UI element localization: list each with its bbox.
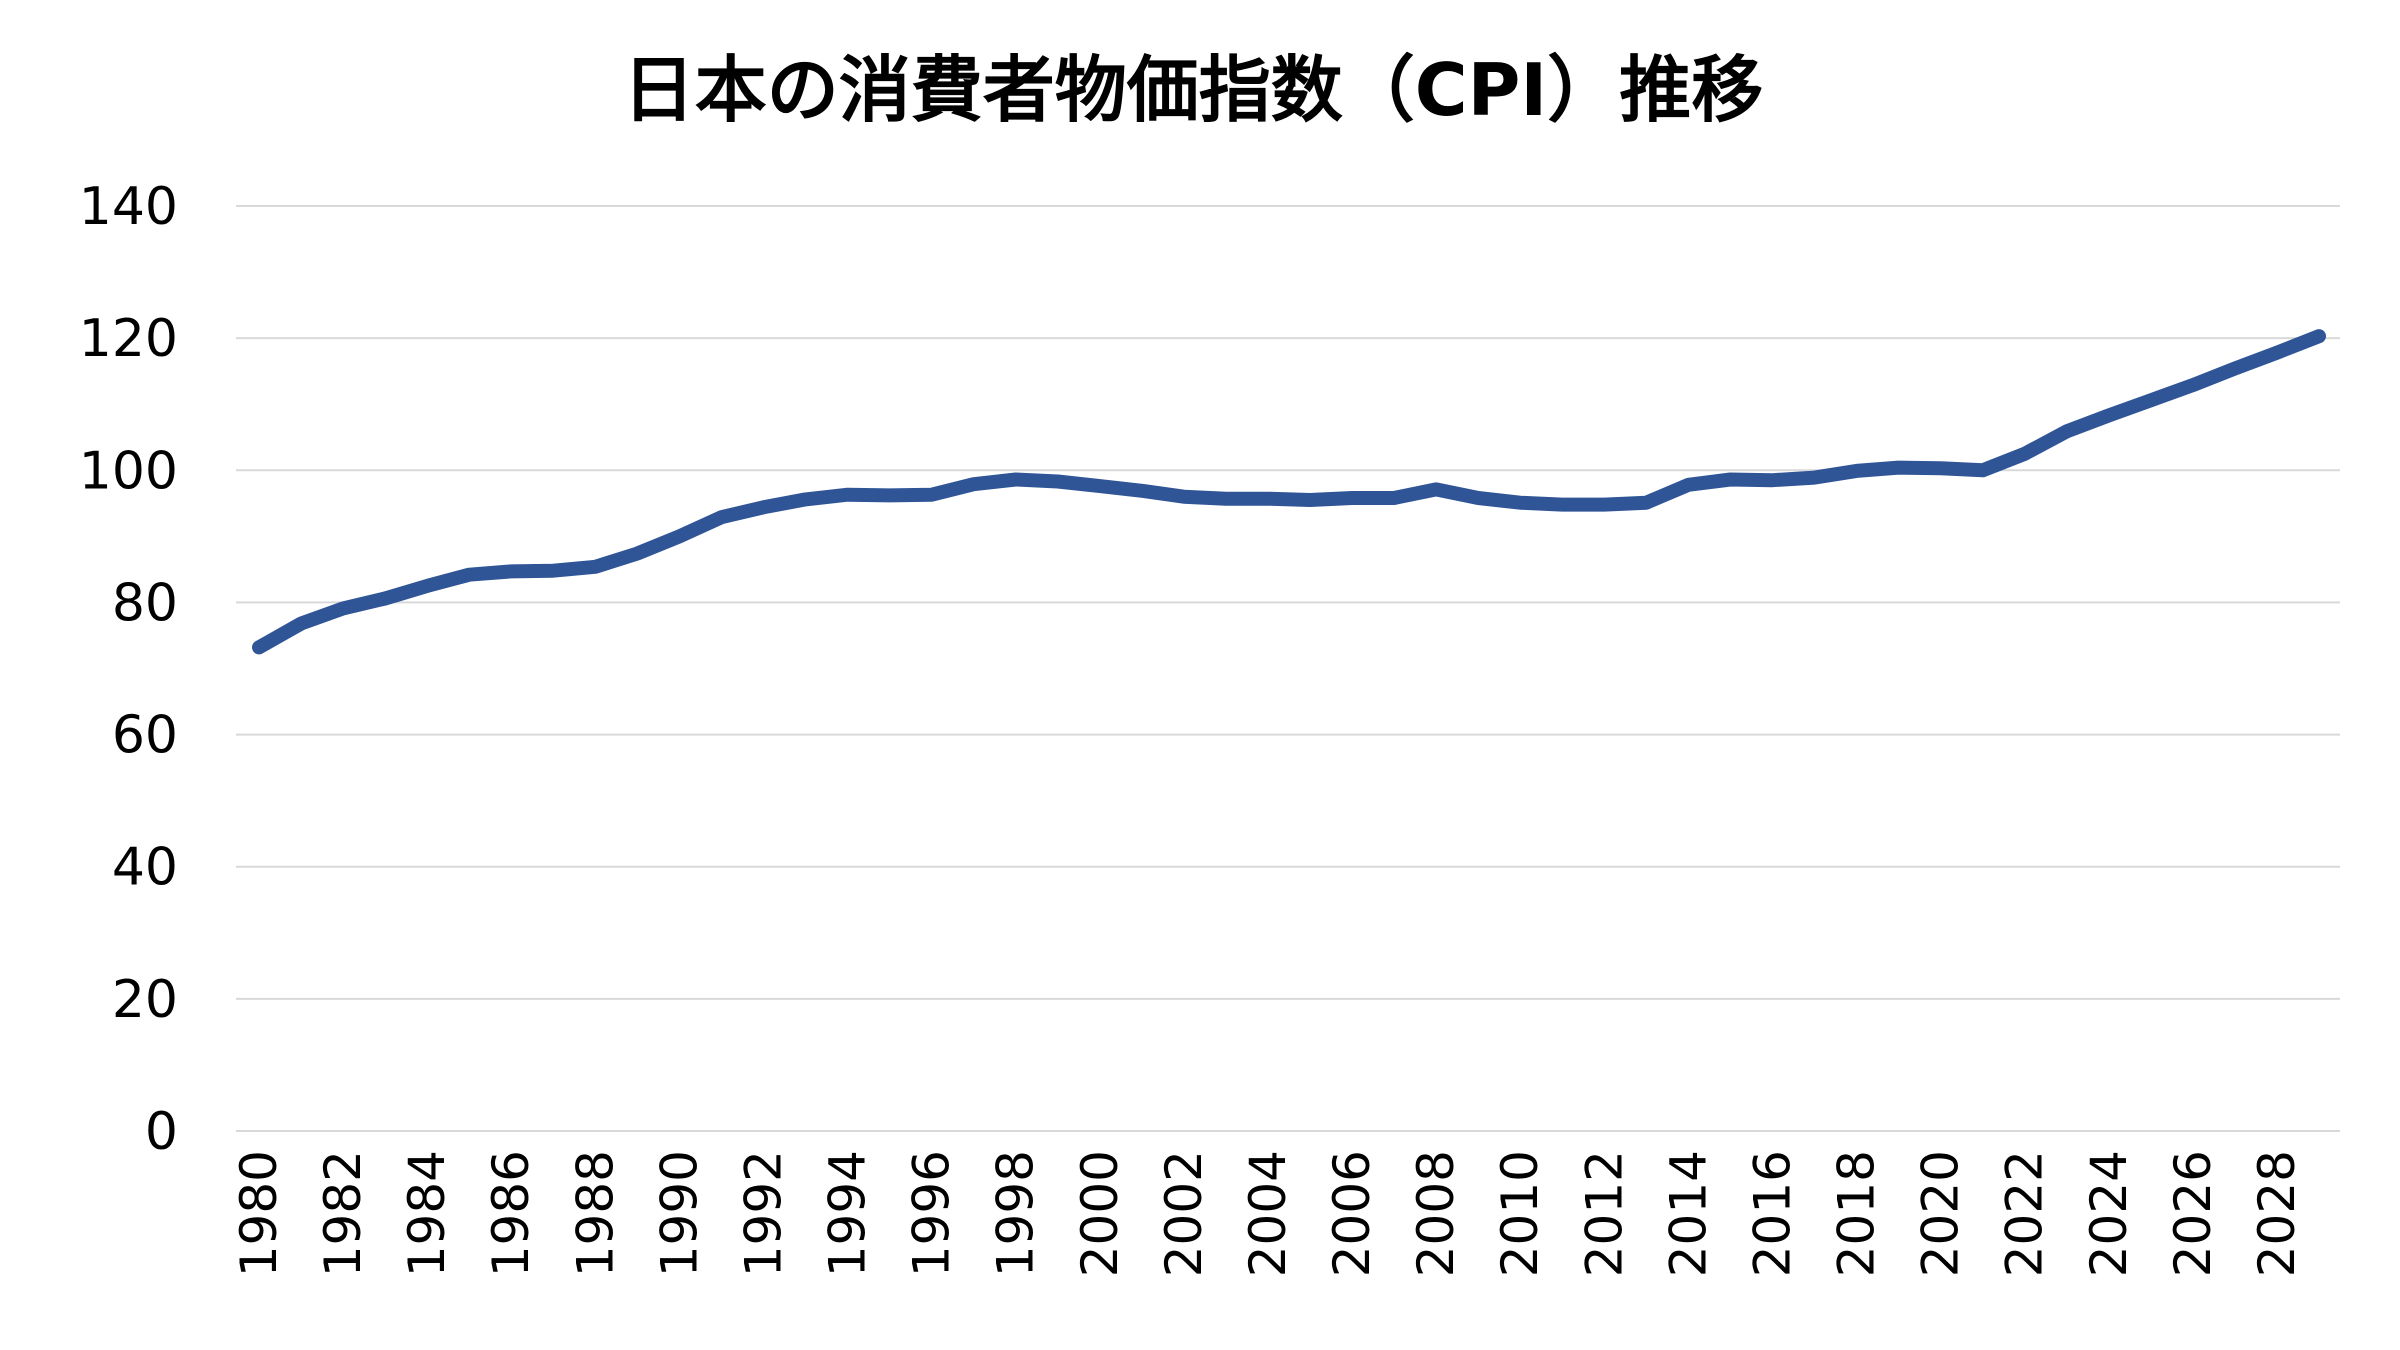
- y-tick-label-100: 100: [79, 441, 178, 501]
- y-tick-label-120: 120: [79, 309, 178, 369]
- x-tick-label-1992: 1992: [734, 1150, 792, 1277]
- x-tick-label-2000: 2000: [1071, 1150, 1129, 1277]
- x-tick-label-2012: 2012: [1575, 1150, 1633, 1277]
- x-tick-label-2018: 2018: [1828, 1150, 1886, 1277]
- y-tick-label-140: 140: [79, 177, 178, 237]
- x-tick-label-2026: 2026: [2164, 1150, 2222, 1277]
- x-tick-label-1982: 1982: [314, 1150, 372, 1277]
- x-tick-label-2020: 2020: [1912, 1150, 1970, 1277]
- x-tick-label-2022: 2022: [1996, 1150, 2054, 1277]
- x-tick-label-1988: 1988: [566, 1150, 624, 1277]
- x-tick-label-1980: 1980: [230, 1150, 288, 1277]
- y-tick-label-40: 40: [112, 838, 178, 898]
- x-tick-label-1984: 1984: [398, 1150, 456, 1277]
- y-tick-label-20: 20: [112, 970, 178, 1030]
- x-tick-label-1990: 1990: [650, 1150, 708, 1277]
- chart-title: 日本の消費者物価指数（CPI）推移: [623, 48, 1763, 132]
- y-tick-label-60: 60: [112, 706, 178, 766]
- gridlines: [236, 205, 2340, 1132]
- x-tick-label-1986: 1986: [482, 1150, 540, 1277]
- x-tick-label-2008: 2008: [1407, 1150, 1465, 1277]
- y-tick-label-80: 80: [112, 573, 178, 633]
- series-line-cpi: [252, 329, 2326, 655]
- x-tick-label-1996: 1996: [903, 1150, 961, 1277]
- y-axis-tick-labels: 0 20 40 60 80 100 120 140: [79, 177, 178, 1162]
- x-tick-label-2006: 2006: [1323, 1150, 1381, 1277]
- y-tick-label-0: 0: [145, 1102, 178, 1162]
- x-tick-label-1998: 1998: [987, 1150, 1045, 1277]
- x-tick-label-2004: 2004: [1239, 1150, 1297, 1277]
- x-axis-tick-labels: 1980 1982 1984 1986 1988 1990 1992 1994 1996 1998…: [230, 1150, 2306, 1277]
- x-tick-label-2002: 2002: [1155, 1150, 1213, 1277]
- x-tick-label-2024: 2024: [2080, 1150, 2138, 1277]
- x-tick-label-2016: 2016: [1743, 1150, 1801, 1277]
- series-layer: [252, 329, 2326, 655]
- x-tick-label-2014: 2014: [1659, 1150, 1717, 1277]
- x-tick-label-2010: 2010: [1491, 1150, 1549, 1277]
- x-tick-label-2028: 2028: [2248, 1150, 2306, 1277]
- x-tick-label-1994: 1994: [819, 1150, 877, 1277]
